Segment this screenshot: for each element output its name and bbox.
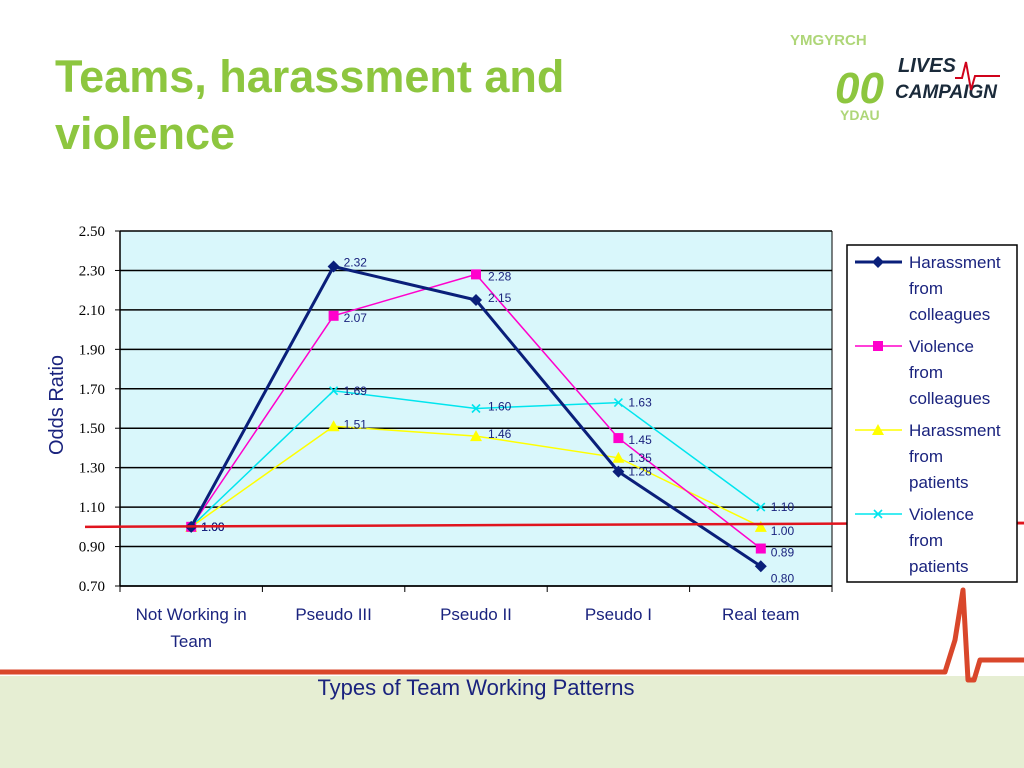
- data-point: [755, 543, 766, 554]
- data-point: [613, 398, 623, 408]
- data-label: 0.89: [771, 546, 795, 560]
- data-point: [327, 420, 340, 432]
- y-tick-label: 1.30: [79, 461, 105, 477]
- data-point: [873, 341, 883, 351]
- data-point: [613, 433, 624, 444]
- data-point: [471, 269, 481, 280]
- series-harassment-from-colleagues: [185, 260, 767, 573]
- y-tick-label: 2.50: [79, 224, 105, 240]
- x-tick-label: Real team: [722, 605, 799, 624]
- y-tick-label: 0.90: [79, 540, 105, 556]
- data-point: [754, 560, 767, 573]
- legend-entry: Harassment from patients: [909, 421, 1001, 492]
- legend-entry: Harassment from colleagues: [909, 253, 1001, 324]
- svg-text:YMGYRCH: YMGYRCH: [790, 32, 867, 49]
- data-point: [470, 430, 482, 442]
- data-label: 2.32: [344, 256, 368, 270]
- legend-entry: Violence from colleagues: [909, 337, 990, 408]
- data-point: [612, 465, 625, 478]
- data-point: [470, 294, 482, 307]
- data-point: [329, 386, 339, 396]
- data-label: 0.80: [771, 571, 795, 585]
- legend-entry: Violence from patients: [909, 505, 974, 576]
- data-label: 1.10: [771, 500, 795, 514]
- x-axis-label: Types of Team Working Patterns: [317, 675, 634, 700]
- data-point: [872, 256, 884, 268]
- y-tick-label: 1.90: [79, 342, 105, 358]
- x-tick-label: Pseudo III: [295, 605, 372, 624]
- logo-mark: 00 YMGYRCH YDAU: [790, 32, 884, 123]
- y-tick-label: 0.70: [79, 579, 105, 595]
- data-label: 1.69: [344, 384, 368, 398]
- y-tick-label: 2.10: [79, 303, 105, 319]
- bottom-band: [0, 676, 1024, 768]
- data-point: [328, 310, 339, 321]
- x-tick-label: Pseudo II: [440, 605, 512, 624]
- series-violence-from-patients: [186, 386, 766, 532]
- page-title: Teams, harassment and violence: [55, 51, 565, 159]
- x-tick-label: Pseudo I: [585, 605, 652, 624]
- data-label: 2.07: [344, 311, 368, 325]
- data-label: 1.51: [344, 417, 368, 431]
- data-point: [873, 509, 883, 519]
- logo-pulse: [955, 61, 1000, 91]
- data-label: 1.63: [628, 396, 652, 410]
- data-label: 2.28: [488, 269, 512, 283]
- data-label: 1.60: [488, 400, 512, 414]
- data-label: 1.46: [488, 427, 512, 441]
- data-label: 1.00: [771, 524, 795, 538]
- logo-text-lives: LIVES: [898, 55, 956, 77]
- svg-text:YDAU: YDAU: [840, 107, 880, 123]
- data-label: 2.15: [488, 291, 512, 305]
- data-point: [872, 424, 884, 435]
- y-axis-label: Odds Ratio: [46, 355, 68, 455]
- x-tick-label: Not Working in Team: [136, 605, 247, 651]
- data-label: 1.45: [628, 433, 652, 447]
- data-point: [754, 520, 767, 532]
- data-point: [756, 502, 766, 512]
- y-tick-label: 1.50: [79, 421, 105, 437]
- data-point: [612, 451, 625, 463]
- data-label: 1.28: [628, 465, 652, 479]
- y-tick-label: 2.30: [79, 263, 105, 279]
- legend: [846, 244, 1018, 583]
- data-label: 1.35: [628, 451, 652, 465]
- svg-text:00: 00: [835, 64, 884, 113]
- data-point: [327, 260, 340, 273]
- y-tick-label: 1.70: [79, 382, 105, 398]
- y-tick-label: 1.10: [79, 500, 105, 516]
- data-point: [471, 403, 481, 414]
